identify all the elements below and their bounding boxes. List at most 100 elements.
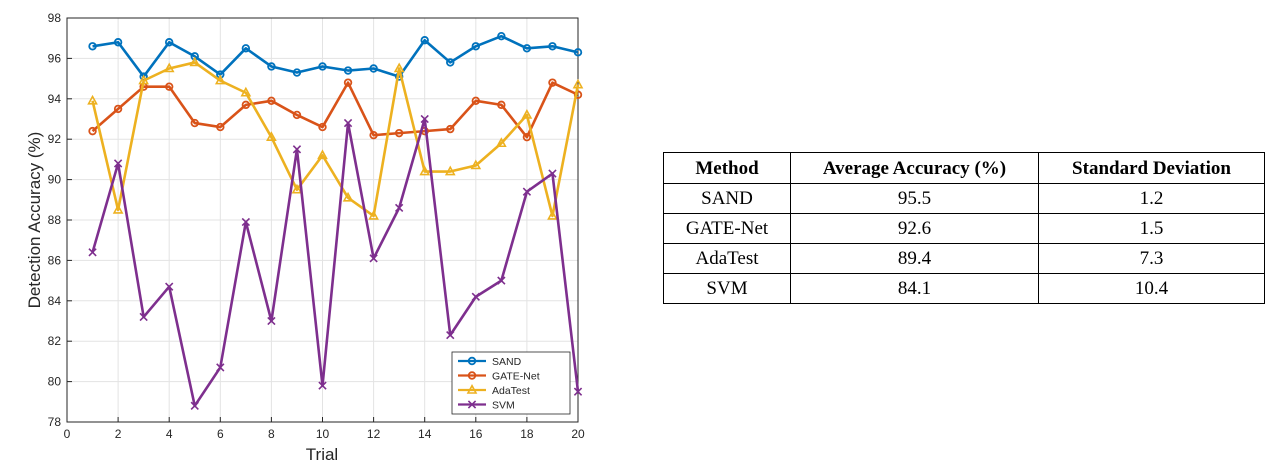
data-point-sand [267,62,276,71]
data-point-svm [573,387,583,396]
cell-standard-deviation: 7.3 [1038,243,1265,274]
data-point-gate-net [446,124,455,134]
legend-marker-sand [467,356,477,366]
data-point-svm [343,118,353,128]
table-row: SVM 84.1 10.4 [663,273,1265,304]
data-point-adatest [291,183,303,194]
data-point-sand [369,64,378,73]
cell-average-accuracy: 95.5 [790,183,1039,214]
x-axis-label: Trial [306,445,338,464]
data-point-sand [573,48,583,57]
data-point-adatest [572,78,584,89]
cell-method: GATE-Net [663,213,791,244]
legend-label-sand: SAND [492,356,522,368]
x-tick-label: 0 [64,427,71,441]
data-point-svm [394,203,404,213]
axis-ticks: 0 2 4 6 8 10 12 14 16 18 20 78 80 82 84 86 88 90 92 94 96 98 [48,11,585,441]
cell-method: SAND [663,183,791,214]
data-point-svm [190,401,199,411]
header-average-accuracy: Average Accuracy (%) [790,152,1039,184]
x-tick-label: 14 [418,427,432,441]
y-tick-label: 78 [48,415,62,429]
data-point-adatest [317,149,328,160]
legend-label-adatest: AdaTest [492,385,530,397]
data-point-gate-net [88,126,97,136]
cell-standard-deviation: 1.5 [1038,213,1265,244]
cell-average-accuracy: 92.6 [790,213,1039,244]
data-point-svm [471,292,480,301]
x-tick-label: 18 [520,427,534,441]
data-point-adatest [163,62,175,73]
data-point-sand [292,68,302,77]
legend-marker-adatest [466,384,478,394]
data-point-svm [369,254,378,263]
data-point-svm [241,217,251,227]
data-point-gate-net [292,110,302,120]
data-point-adatest [393,62,405,73]
data-point-svm [165,282,174,291]
data-point-sand [318,62,327,71]
data-point-adatest [342,191,354,202]
series-adatest [87,56,584,220]
series-svm [88,114,583,411]
data-point-svm [522,187,532,196]
y-tick-label: 84 [48,294,62,308]
legend: SAND GATE-Net AdaTest SVM [451,351,571,415]
data-point-adatest [547,209,558,220]
y-tick-label: 94 [48,92,62,106]
data-point-adatest [138,74,150,85]
series-line-svm [91,117,580,408]
cell-average-accuracy: 84.1 [790,273,1039,304]
x-tick-label: 16 [469,427,483,441]
results-table-container: Method Average Accuracy (%) Standard Dev… [663,152,1265,304]
header-standard-deviation: Standard Deviation [1038,152,1265,184]
data-point-gate-net [164,82,174,91]
data-point-adatest [214,74,226,85]
data-point-adatest [240,86,252,97]
legend-marker-svm [467,400,477,409]
data-point-adatest [368,209,379,220]
header-method: Method [663,152,791,184]
data-point-adatest [495,137,507,148]
data-point-gate-net [267,96,276,106]
data-point-svm [420,114,429,124]
x-tick-label: 20 [571,427,585,441]
x-tick-label: 8 [268,427,275,441]
data-point-gate-net [548,78,557,87]
data-point-svm [497,276,506,285]
data-point-svm [113,159,123,168]
data-point-sand [113,38,123,47]
table-row: AdaTest 89.4 7.3 [663,243,1265,274]
data-point-sand [471,42,480,51]
legend-marker-gate-net [467,371,477,380]
data-point-sand [241,44,251,53]
table-row: GATE-Net 92.6 1.5 [663,213,1265,244]
y-tick-label: 98 [48,11,62,25]
table-row: SAND 95.5 1.2 [663,183,1265,214]
cell-standard-deviation: 10.4 [1038,273,1265,304]
data-point-adatest [444,165,456,176]
data-point-sand [548,42,557,51]
data-point-svm [139,312,148,322]
series-group [87,31,584,411]
data-point-gate-net [497,100,506,110]
data-point-adatest [189,56,201,67]
data-point-gate-net [190,118,199,128]
y-tick-label: 88 [48,213,62,227]
data-point-svm [292,145,302,154]
data-point-sand [343,66,353,75]
data-point-adatest [112,203,124,214]
cell-method: AdaTest [663,243,791,274]
data-point-gate-net [241,100,251,110]
data-point-adatest [470,159,482,170]
data-point-svm [216,363,225,372]
y-tick-label: 82 [48,334,62,348]
data-point-svm [88,248,97,257]
y-tick-label: 90 [48,173,62,187]
series-line-sand [92,34,579,78]
cell-method: SVM [663,273,791,304]
data-point-sand [497,31,506,41]
data-point-adatest [419,165,431,176]
accuracy-line-chart: 0 2 4 6 8 10 12 14 16 18 207880828486889092949698 … [25,11,585,464]
data-point-svm [548,169,557,178]
